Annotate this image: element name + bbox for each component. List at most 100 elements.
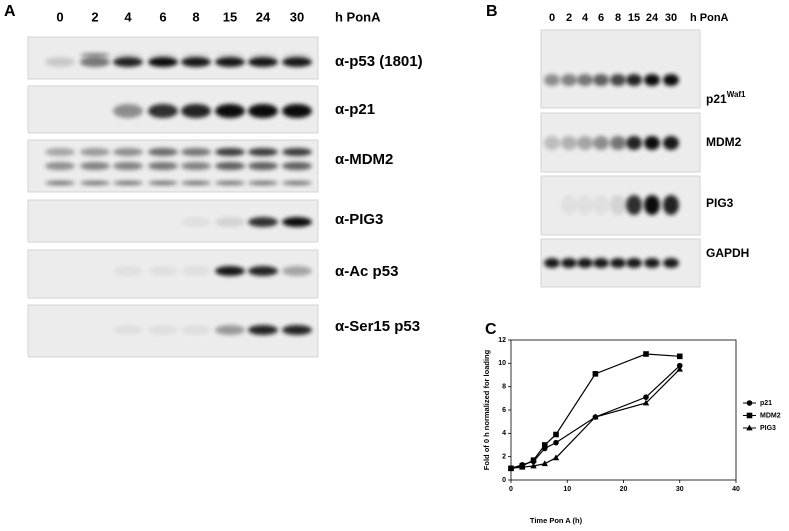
chart: 0 2 4 6 8 10 12 0 10 20 30 40 p21 MDM2 PIG3 [498,337,781,493]
band [113,57,143,67]
band [80,148,110,156]
band [593,74,609,86]
row-label-main: p21 [706,92,727,106]
lane-label: 2 [566,12,572,24]
band [181,217,211,227]
legend-label: MDM2 [760,412,781,419]
band [644,195,660,215]
band [282,266,312,276]
band [181,104,211,118]
band [181,266,211,276]
blot [27,36,319,80]
row-label: MDM2 [706,135,742,149]
band [593,195,609,215]
band [80,162,110,170]
band [248,104,278,118]
row-label: α-Ac p53 [335,263,398,280]
x-tick-label: 10 [563,486,571,493]
marker [541,460,548,467]
lane-label: 15 [628,12,640,24]
band [113,181,143,185]
band [610,136,626,150]
band [113,325,143,335]
band-row [561,195,679,215]
band [215,57,245,67]
marker [553,439,559,446]
lane-label: 30 [290,9,304,24]
band [113,53,143,57]
band [215,162,245,170]
band [610,74,626,86]
band [215,266,245,276]
marker [676,365,683,372]
marker [642,399,650,406]
band-row [181,217,312,227]
band [248,181,278,185]
marker [553,431,559,438]
panel-label: B [486,3,498,20]
blots-b [540,29,701,288]
band [148,148,178,156]
y-tick-label: 6 [502,407,506,414]
lane-label: 4 [124,9,132,24]
lane-label: 0 [56,9,63,24]
lane-label: 8 [192,9,199,24]
band [148,104,178,118]
x-tick-label: 30 [676,486,684,493]
band [663,258,679,268]
row-label: PIG3 [706,196,734,210]
band [113,104,143,118]
band [282,57,312,67]
band [282,104,312,118]
x-axis-label: Time Pon A (h) [530,516,583,525]
x-tick-label: 20 [620,486,628,493]
band [148,53,178,57]
lane-label: 0 [549,12,555,24]
band [215,325,245,335]
band [282,148,312,156]
lane-label: 15 [223,9,237,24]
band [181,53,211,57]
marker [541,442,548,448]
band [644,136,660,150]
marker [643,351,649,357]
band [626,258,642,268]
y-axis-label: Fold of 0 h normalized for loading [482,349,491,470]
band [215,104,245,118]
marker [676,362,683,369]
band [148,266,178,276]
band [215,181,245,185]
band [215,148,245,156]
blot [540,29,701,109]
lane-label: 4 [582,12,589,24]
band-row [45,162,312,170]
band [181,181,211,185]
band [45,57,75,67]
panel-label: C [485,321,497,338]
lane-label: 8 [615,12,621,24]
band-row [113,325,312,335]
band [663,136,679,150]
lane-label: 30 [665,12,677,24]
legend-marker [746,424,753,431]
marker [519,463,526,470]
band [113,162,143,170]
band [80,57,110,67]
band [544,74,560,86]
band [644,258,660,268]
band [248,266,278,276]
band [45,162,75,170]
band [282,181,312,185]
band [577,258,593,268]
band [248,57,278,67]
lane-unit: h PonA [690,12,729,24]
band-row [45,148,312,156]
band [593,136,609,150]
y-tick-label: 8 [502,384,506,391]
band [148,162,178,170]
marker [643,394,649,400]
band [544,136,560,150]
band [282,325,312,335]
y-tick-label: 10 [498,360,506,367]
band [248,162,278,170]
